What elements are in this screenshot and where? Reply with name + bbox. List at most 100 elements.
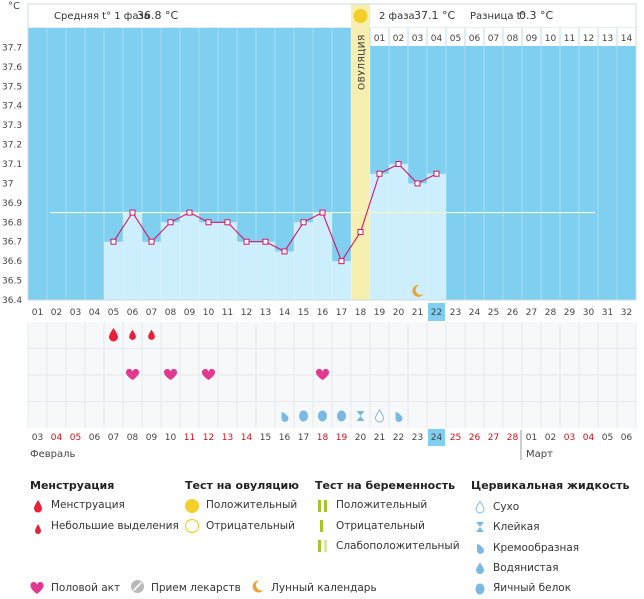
phase2-label: 2 фаза	[379, 11, 415, 22]
legend-cervical-egg-white: Яичный белок	[493, 582, 572, 594]
cycle-day-label: 16	[317, 308, 329, 318]
temperature-bar	[332, 261, 351, 300]
legend-menstruation-title: Менструация	[30, 479, 115, 492]
drop-icon	[33, 498, 43, 517]
temperature-bar	[104, 241, 123, 300]
date-label: 22	[393, 433, 404, 443]
intercourse-heart-icon	[201, 368, 216, 380]
temp-diff-value: 0.3 °C	[519, 9, 553, 22]
sticky-hourglass-icon	[474, 519, 486, 538]
y-tick-label: 37.5	[2, 82, 22, 92]
menstruation-drop-icon	[148, 329, 155, 340]
cycle-day-label: 29	[564, 308, 576, 318]
legend-pregnancy-negative: Отрицательный	[336, 520, 425, 532]
temperature-bar	[161, 222, 180, 300]
date-label: 13	[222, 433, 233, 443]
phase2-day-label: 02	[393, 34, 404, 44]
date-label: 17	[298, 433, 309, 443]
temperature-point	[319, 209, 326, 216]
y-tick-label: 37.4	[2, 102, 22, 112]
moon-icon	[412, 284, 424, 297]
egg-white-fluid-icon	[318, 410, 327, 422]
date-label: 02	[545, 433, 556, 443]
date-label: 08	[127, 433, 139, 443]
date-label: 25	[450, 433, 461, 443]
date-label: 18	[317, 433, 329, 443]
phase2-value: 37.1 °C	[414, 9, 455, 22]
temperature-point	[243, 238, 250, 245]
date-label: 27	[488, 433, 499, 443]
y-tick-label: 36.7	[2, 238, 22, 248]
month-label: Март	[526, 449, 553, 460]
legend-cervical-sticky: Клейкая	[493, 521, 540, 533]
legend-pregnancy-faint: Слабоположительный	[336, 540, 460, 552]
cycle-day-label: 17	[336, 308, 347, 318]
egg-white-drop-icon	[474, 580, 486, 599]
temperature-bar	[180, 212, 199, 300]
y-tick-label: 37.2	[2, 141, 22, 151]
legend-cervical-title: Цервикальная жидкость	[471, 479, 630, 492]
cycle-day-label: 09	[184, 308, 196, 318]
creamy-fluid-icon	[395, 412, 403, 422]
cycle-day-label: 10	[203, 308, 215, 318]
date-label: 05	[602, 433, 613, 443]
date-label: 04	[583, 433, 595, 443]
cycle-day-label: 31	[602, 308, 613, 318]
cycle-day-label: 20	[393, 308, 405, 318]
cycle-day-label: 07	[146, 308, 157, 318]
date-label: 24	[431, 433, 443, 443]
temperature-bar	[427, 173, 446, 300]
small-drop-icon	[34, 520, 42, 539]
ovulation-column	[351, 4, 370, 300]
date-label: 23	[412, 433, 423, 443]
creamy-fluid-icon	[281, 412, 289, 422]
cycle-day-label: 18	[355, 308, 367, 318]
pill-icon	[130, 579, 145, 598]
temp-diff-label: Разница t°	[470, 11, 526, 22]
date-label: 07	[108, 433, 119, 443]
intercourse-heart-icon	[315, 368, 330, 380]
date-label: 04	[51, 433, 63, 443]
date-label: 26	[469, 433, 481, 443]
phase2-day-label: 08	[507, 34, 519, 44]
legend-lunar-calendar: Лунный календарь	[271, 582, 377, 594]
positive-test-circle-icon	[184, 498, 200, 518]
date-label: 06	[621, 433, 633, 443]
month-label: Февраль	[30, 449, 76, 460]
legend-ovulation-test-title: Тест на овуляцию	[185, 479, 299, 492]
cycle-day-label: 27	[526, 308, 537, 318]
legend-cervical-dry: Сухо	[493, 501, 520, 513]
temperature-bar	[237, 241, 256, 300]
y-tick-label: 37.3	[2, 121, 22, 131]
phase2-day-label: 14	[621, 34, 633, 44]
cycle-day-label: 25	[488, 308, 499, 318]
temperature-bar	[123, 212, 142, 300]
temperature-point	[414, 180, 421, 187]
temperature-bar	[294, 222, 313, 300]
cycle-day-label: 21	[412, 308, 423, 318]
y-tick-label: 36.5	[2, 277, 22, 287]
date-label: 12	[203, 433, 214, 443]
date-label: 11	[184, 433, 195, 443]
temperature-bar	[408, 183, 427, 300]
heart-icon	[30, 580, 44, 599]
dry-drop-icon	[474, 499, 486, 518]
date-label: 06	[89, 433, 101, 443]
temperature-bar	[275, 251, 294, 300]
date-label: 10	[165, 433, 177, 443]
temperature-point	[167, 219, 174, 226]
legend-cervical-watery: Водянистая	[493, 562, 559, 574]
ovulation-label: ОВУЛЯЦИЯ	[358, 34, 368, 90]
negative-test-circle-icon	[184, 518, 200, 538]
phase2-day-label: 11	[564, 34, 575, 44]
phase1-avg-value: 36.8 °C	[137, 9, 178, 22]
y-tick-label: 37.1	[2, 160, 22, 170]
cycle-day-label: 13	[260, 308, 271, 318]
legend-pregnancy-test-title: Тест на беременность	[315, 479, 456, 492]
legend-ovulation-negative: Отрицательный	[206, 520, 295, 532]
egg-white-fluid-icon	[299, 410, 308, 422]
cycle-day-label: 01	[32, 308, 43, 318]
temperature-point	[357, 229, 364, 235]
cycle-day-label: 15	[298, 308, 309, 318]
cycle-day-label: 22	[431, 308, 442, 318]
